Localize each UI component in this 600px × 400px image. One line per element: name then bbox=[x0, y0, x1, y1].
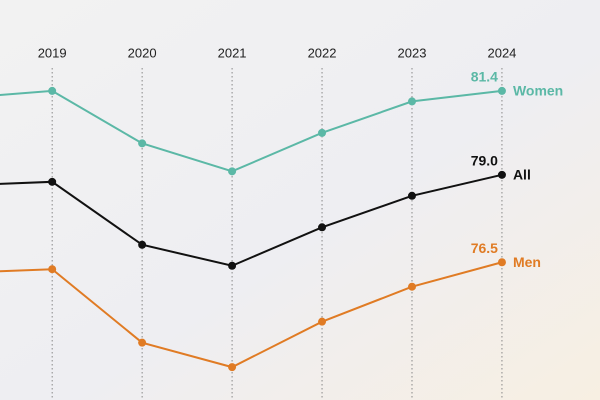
value-label: 79.0 bbox=[471, 153, 498, 169]
data-point bbox=[138, 338, 147, 347]
data-point bbox=[318, 223, 327, 232]
data-point bbox=[497, 258, 506, 267]
x-tick-label: 2019 bbox=[38, 45, 67, 60]
value-label: 76.5 bbox=[471, 240, 498, 256]
data-point bbox=[318, 128, 327, 137]
data-point bbox=[138, 139, 147, 148]
series-label: All bbox=[513, 167, 531, 183]
x-tick-label: 2023 bbox=[398, 45, 427, 60]
x-tick-label: 2021 bbox=[218, 45, 247, 60]
series-label: Men bbox=[513, 254, 541, 270]
data-point bbox=[228, 261, 237, 270]
value-label: 81.4 bbox=[471, 69, 498, 85]
data-point bbox=[407, 282, 416, 291]
data-point bbox=[48, 86, 57, 95]
x-tick-label: 2022 bbox=[308, 45, 337, 60]
data-point bbox=[48, 177, 57, 186]
data-point bbox=[228, 167, 237, 176]
data-point bbox=[407, 191, 416, 200]
x-tick-label: 2020 bbox=[128, 45, 157, 60]
data-point bbox=[228, 363, 237, 372]
x-tick-label: 2024 bbox=[487, 45, 516, 60]
data-point bbox=[407, 97, 416, 106]
data-point bbox=[497, 170, 506, 179]
series-label: Women bbox=[513, 83, 563, 99]
data-point bbox=[318, 317, 327, 326]
data-point bbox=[497, 86, 506, 95]
data-point bbox=[48, 265, 57, 274]
data-point bbox=[138, 240, 147, 249]
